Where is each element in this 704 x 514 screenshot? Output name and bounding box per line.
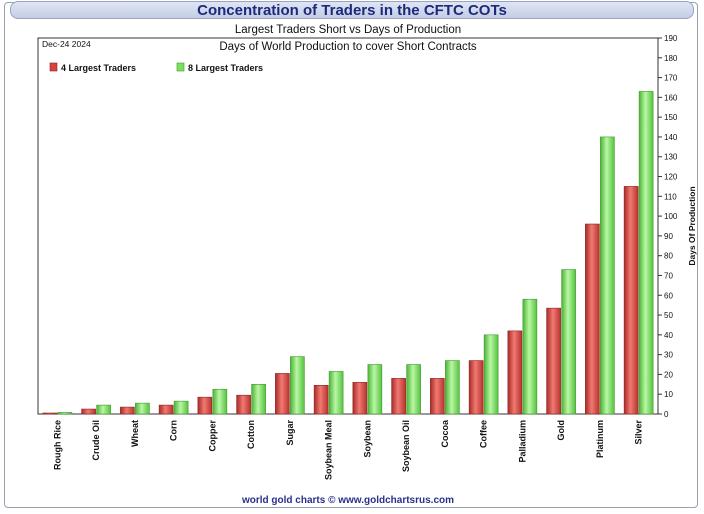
bar-eight-sugar [290,356,305,415]
x-tick-label: Corn [169,420,179,441]
y-tick-label: 190 [664,34,678,43]
bar-eight-soybean-oil [406,364,421,415]
bar-eight-copper [212,388,228,415]
bar-eight-crude-oil [96,404,111,415]
x-tick-label: Soybean [362,420,372,458]
bar-eight-gold [561,269,576,415]
bar-four-palladium [507,330,523,415]
bar-eight-palladium [522,298,538,415]
bar-four-rough-rice [42,412,58,415]
x-tick-label: Wheat [130,420,140,447]
x-tick-label: Palladium [517,420,527,463]
bar-four-cotton [236,394,251,415]
bar-four-sugar [275,373,290,415]
bar-four-wheat [120,406,135,415]
bar-eight-silver [638,91,654,415]
y-tick-label: 110 [664,192,677,201]
y-axis-label: Days Of Production [687,186,697,265]
bar-eight-cotton [251,384,266,415]
bar-four-platinum [585,223,600,415]
x-tick-label: Cotton [246,420,256,449]
bar-eight-wheat [135,402,150,415]
x-tick-label: Sugar [285,420,295,446]
x-tick-label: Rough Rice [52,420,62,470]
y-tick-label: 20 [664,370,673,379]
footer-credit: world gold charts © www.goldchartsrus.co… [241,495,454,506]
y-tick-label: 10 [664,390,673,399]
y-tick-label: 170 [664,74,678,83]
y-tick-label: 70 [664,271,673,280]
date-label: Dec-24 2024 [42,39,91,49]
y-tick-label: 90 [664,232,673,241]
x-tick-label: Silver [634,420,644,445]
bar-four-silver [623,186,639,415]
bar-four-soybean-meal [313,385,329,415]
x-tick-label: Gold [556,420,566,441]
bar-four-coffee [468,360,484,415]
y-tick-label: 180 [664,54,678,63]
y-tick-label: 30 [664,351,673,360]
bar-eight-soybean-meal [328,371,344,415]
y-tick-label: 130 [664,153,678,162]
x-tick-label: Crude Oil [91,420,101,461]
x-tick-label: Cocoa [440,419,450,448]
legend-swatch [49,62,58,72]
y-tick-label: 150 [664,113,678,122]
bar-eight-coffee [483,334,499,415]
x-tick-label: Platinum [595,420,605,458]
bar-four-gold [546,307,561,415]
y-axis: 0 10 20 30 40 50 60 70 80 90 100 110 120 130 140 150 160… [658,34,678,419]
y-tick-label: 140 [664,133,678,142]
bar-eight-rough-rice [57,412,73,415]
bar-four-cocoa [430,378,445,415]
bar-four-soybean-oil [391,378,406,415]
y-tick-label: 120 [664,173,678,182]
bar-four-crude-oil [81,408,96,415]
y-tick-label: 80 [664,252,673,261]
bars [42,91,654,415]
y-tick-label: 160 [664,93,678,102]
bar-eight-soybean [367,364,383,415]
x-axis-labels: Rough Rice Crude Oil Wheat Corn Copper Cotton… [52,419,643,480]
bar-eight-platinum [600,136,615,415]
chart-title: Largest Traders Short vs Days of Product… [235,24,461,36]
bar-four-soybean [352,382,368,415]
x-tick-label: Coffee [479,420,489,448]
x-tick-label: Soybean Meal [324,420,334,480]
x-tick-label: Copper [207,420,217,452]
bar-eight-corn [173,400,189,415]
bar-four-corn [158,404,174,415]
legend-swatch [176,62,185,72]
y-tick-label: 40 [664,331,673,340]
y-tick-label: 0 [664,410,669,419]
bar-eight-cocoa [445,360,460,415]
legend: 4 Largest Traders 8 Largest Traders [49,62,263,73]
x-tick-label: Soybean Oil [401,420,411,472]
chart-subtitle: Days of World Production to cover Short … [219,41,477,53]
legend-label: 4 Largest Traders [61,63,136,73]
legend-label: 8 Largest Traders [188,63,263,73]
bar-four-copper [197,396,213,415]
y-tick-label: 100 [664,212,678,221]
y-tick-label: 60 [664,291,673,300]
y-tick-label: 50 [664,311,673,320]
banner-title: Concentration of Traders in the CFTC COT… [10,1,694,19]
